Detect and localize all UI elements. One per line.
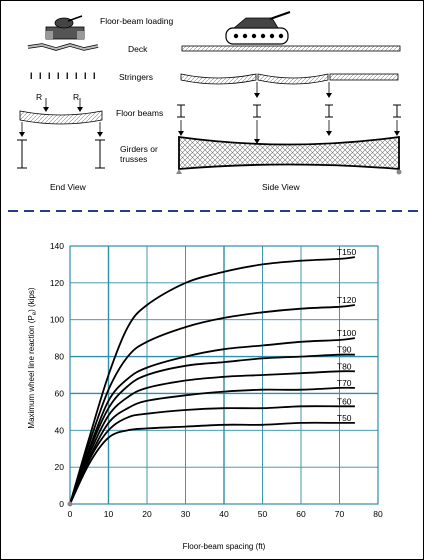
series-label-t90: T90 [337, 345, 352, 355]
series-line-t50 [69, 421, 355, 505]
stringers-label: Stringers [119, 72, 153, 82]
deck-end-view [27, 43, 99, 51]
tank-end-view-icon [45, 15, 85, 40]
series-label-t120: T120 [337, 295, 357, 305]
y-tick-label: 100 [50, 315, 64, 325]
end-view-label: End View [50, 182, 87, 192]
series-line-t100 [69, 337, 356, 505]
reaction-right-label: R [73, 92, 79, 102]
x-tick-label: 50 [258, 509, 268, 519]
tank-side-view-icon [225, 11, 291, 45]
svg-text:I: I [48, 71, 51, 81]
series-label-t70: T70 [337, 378, 352, 388]
girders-label: Girders or trusses [120, 144, 158, 164]
series-label-t50: T50 [337, 413, 352, 423]
chart-series [67, 256, 356, 507]
y-axis-title: Maximum wheel line reaction (Pe) (kips) [27, 287, 38, 428]
y-tick-labels: 0 20 40 60 80 100 120 140 [50, 241, 64, 509]
y-tick-label: 20 [55, 462, 65, 472]
floor-beams-label: Floor beams [116, 108, 163, 118]
x-tick-label: 60 [296, 509, 306, 519]
svg-text:I: I [84, 71, 87, 81]
x-tick-label: 40 [219, 509, 229, 519]
svg-text:I: I [66, 71, 69, 81]
plot-border [69, 245, 379, 505]
series-line-t120 [69, 304, 356, 505]
girders-end-view [17, 139, 105, 169]
y-tick-label: 80 [55, 352, 65, 362]
series-line-t60 [69, 405, 355, 505]
svg-text:I: I [39, 71, 42, 81]
floor-beam-loading-label: Floor-beam loading [100, 16, 174, 26]
series-labels: T150 T120 T100 T90 T80 T70 T60 T50 [337, 247, 357, 423]
y-tick-label: 120 [50, 278, 64, 288]
series-line-t70 [69, 386, 355, 505]
series-line-t150 [69, 256, 356, 505]
origin-marker [67, 501, 73, 507]
floor-beam-end-view [19, 98, 103, 137]
y-tick-label: 140 [50, 241, 64, 251]
x-tick-label: 80 [373, 509, 383, 519]
x-tick-label: 0 [68, 509, 73, 519]
girder-supports [176, 169, 402, 175]
x-tick-label: 30 [181, 509, 191, 519]
series-label-t100: T100 [337, 328, 357, 338]
series-line-t90 [69, 353, 355, 505]
chart-grid [69, 245, 379, 505]
x-axis-title: Floor-beam spacing (ft) [183, 542, 266, 551]
x-tick-label: 10 [104, 509, 114, 519]
floor-beams-side-view [177, 104, 401, 142]
svg-text:I: I [57, 71, 60, 81]
y-tick-label: 40 [55, 425, 65, 435]
stringers-side-view [180, 73, 399, 98]
side-view-label: Side View [262, 182, 301, 192]
y-tick-label: 0 [59, 499, 64, 509]
series-label-t80: T80 [337, 361, 352, 371]
y-tick-label: 60 [55, 388, 65, 398]
deck-label: Deck [128, 44, 148, 54]
reaction-left-label: R [36, 92, 42, 102]
x-tick-label: 70 [335, 509, 345, 519]
svg-text:I: I [93, 71, 96, 81]
series-line-t80 [69, 370, 355, 505]
x-tick-label: 20 [142, 509, 152, 519]
svg-text:I: I [30, 71, 33, 81]
svg-text:I: I [75, 71, 78, 81]
series-label-t150: T150 [337, 247, 357, 257]
x-tick-labels: 0 10 20 30 40 50 60 70 80 [68, 509, 383, 519]
girder-side-view [178, 135, 400, 170]
series-label-t60: T60 [337, 396, 352, 406]
deck-side-view [181, 45, 401, 52]
